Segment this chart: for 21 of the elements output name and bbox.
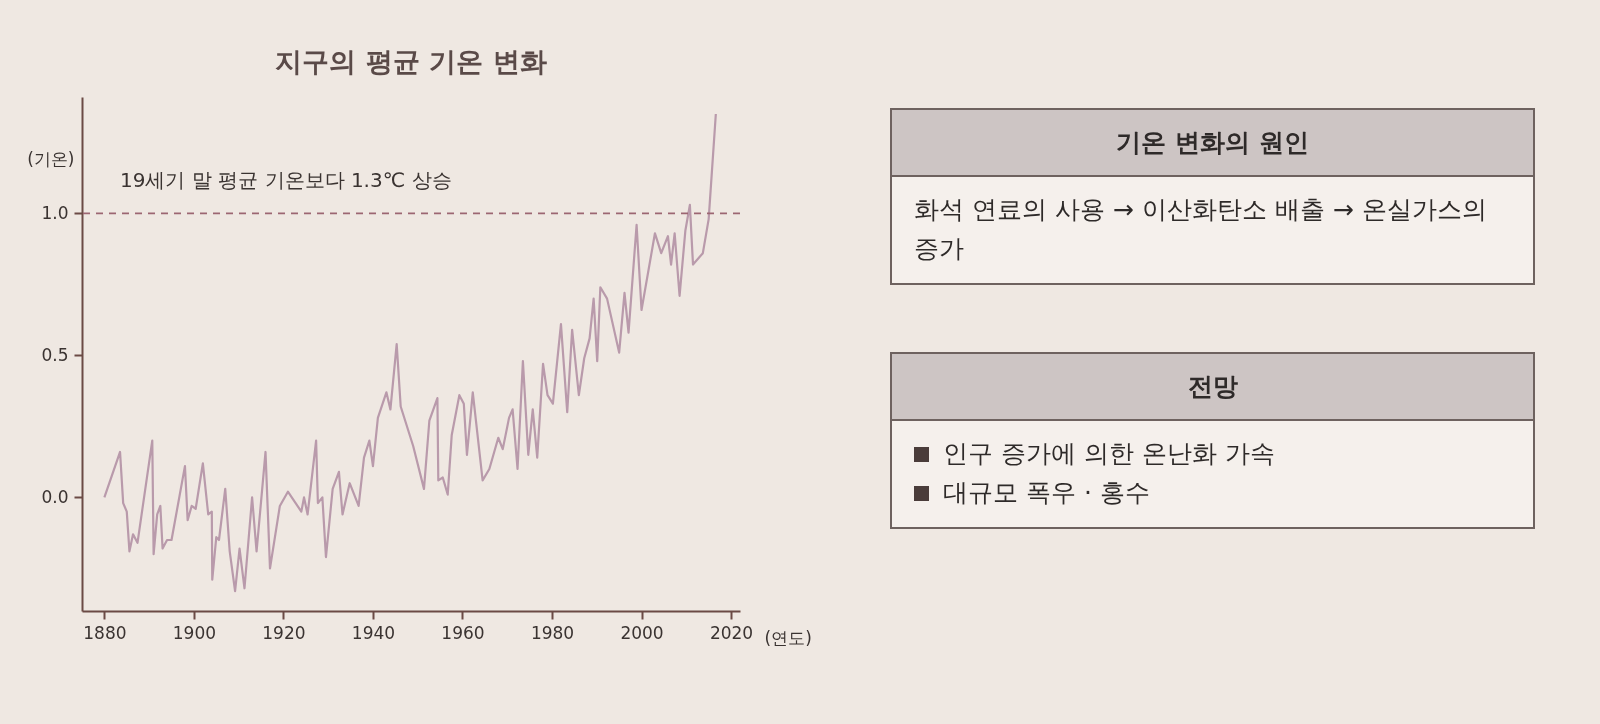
x-tick-label: 2000: [620, 622, 664, 643]
line-series: [103, 112, 717, 593]
text: 대규모 폭우 · 홍수: [943, 476, 1150, 509]
x-tick-label: 1900: [172, 622, 217, 643]
y-axis-title: (기온): [27, 148, 75, 169]
text: 인구 증가에 의한 온난화 가속: [943, 438, 1275, 470]
x-tick-label: 1880: [83, 622, 127, 643]
x-axis-title: (연도): [764, 627, 812, 648]
text: 전망: [892, 354, 1533, 421]
text: 화석 연료의 사용 → 이산화탄소 배출 → 온실가스의 증가: [914, 194, 1488, 265]
chart-title: 지구의 평균 기온 변화: [275, 46, 547, 77]
y-tick-label: 0.5: [41, 344, 69, 365]
ref-line-label: 19세기 말 평균 기온보다 1.3℃ 상승: [120, 168, 452, 193]
y-tick-label: 1.0: [41, 202, 69, 223]
x-tick-label: 1960: [441, 622, 485, 643]
x-tick-label: 1940: [351, 622, 396, 643]
text: 기온 변화의 원인: [892, 110, 1533, 177]
x-tick-label: 1980: [530, 622, 575, 643]
x-tick-label: 1920: [262, 622, 306, 643]
x-tick-label: 2020: [709, 622, 754, 643]
y-tick-label: 0.0: [41, 486, 69, 507]
